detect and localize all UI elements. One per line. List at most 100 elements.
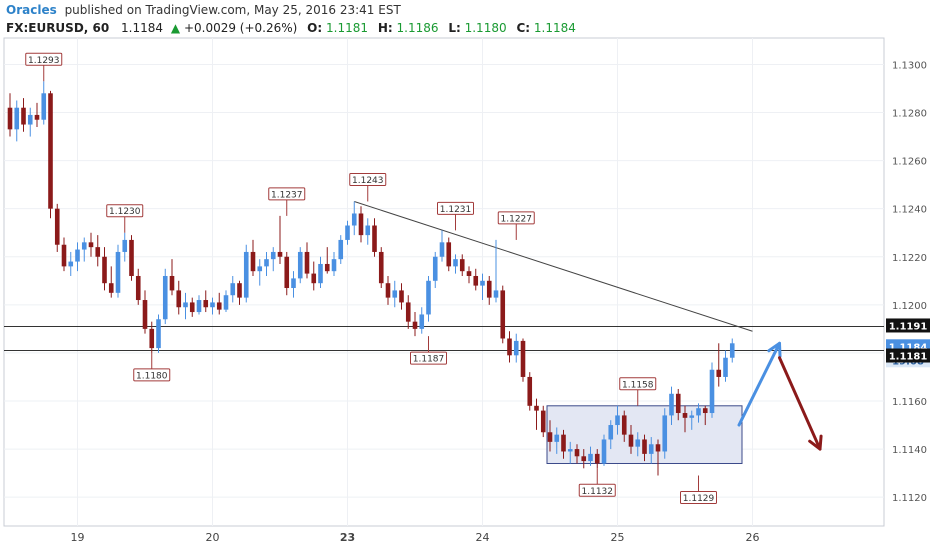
candle-body [75, 249, 80, 262]
candle [439, 230, 445, 262]
candle-body [102, 256, 107, 284]
candle-body [378, 251, 384, 284]
candle-body [243, 251, 249, 298]
candle [88, 232, 94, 257]
candle [412, 312, 418, 337]
price-label-text: 1.1158 [622, 380, 654, 390]
candle-body [608, 425, 614, 440]
candle [662, 408, 668, 459]
candle [689, 410, 695, 430]
candle [324, 247, 330, 274]
projection-up-arrow [737, 341, 782, 427]
price-label-box [25, 52, 63, 66]
candle-body [412, 321, 418, 329]
candle [446, 237, 452, 272]
candle [635, 432, 641, 457]
candle [156, 314, 161, 353]
candle [594, 449, 600, 469]
candle [702, 405, 708, 426]
candle [473, 268, 479, 291]
candle [34, 102, 40, 127]
candle-body [527, 376, 533, 406]
candle-body [149, 328, 155, 349]
candle [507, 331, 512, 363]
y-tick-label: 1.1280 [892, 109, 927, 120]
candle-body [696, 408, 701, 416]
candle [189, 297, 195, 317]
candle [648, 437, 654, 464]
price-label-text: 1.1227 [501, 214, 533, 224]
candle [162, 268, 168, 325]
candle [486, 275, 492, 305]
candle-body [466, 271, 472, 276]
candle [365, 218, 371, 245]
x-tick-label: 19 [71, 531, 85, 544]
arrow-shaft [778, 356, 822, 451]
price-label: 1.1230 [106, 204, 144, 233]
candle-body [702, 408, 708, 414]
price-label-box [437, 201, 474, 215]
candle-body [486, 280, 492, 298]
candle [149, 321, 155, 353]
last-price: 1.1184 [121, 21, 163, 35]
candle [291, 271, 296, 298]
price-label-text: 1.1180 [136, 371, 168, 381]
chart-grid [3, 37, 885, 527]
candle [399, 283, 404, 310]
candle [729, 338, 735, 363]
candle-body [203, 300, 209, 308]
chart-header: Oracles published on TradingView.com, Ma… [6, 3, 576, 35]
price-annotations: 1.1293 1.1180 1.1230 1.1237 1.1243 1.1187 1.12… [25, 52, 717, 505]
price-label: 1.1293 [25, 52, 63, 82]
price-label: 1.1243 [349, 172, 387, 202]
candle [27, 107, 33, 137]
projection-down-arrow [778, 356, 823, 451]
candle-body [588, 453, 593, 462]
candle-body [358, 213, 364, 236]
candle [426, 275, 431, 322]
candle [7, 93, 13, 137]
candle-body [540, 410, 546, 433]
candle [270, 247, 276, 272]
candle-body [81, 242, 87, 250]
candle-body [176, 290, 182, 308]
price-label-text: 1.1237 [271, 190, 303, 200]
level-low-badge-text: 1.1181 [889, 352, 928, 363]
candle [216, 292, 222, 315]
candle-body [122, 239, 128, 252]
candle [655, 439, 661, 476]
candle-body [615, 415, 620, 426]
candle-body [675, 393, 681, 414]
candle [432, 251, 438, 289]
candle [48, 90, 53, 219]
price-label: 1.1129 [680, 475, 717, 505]
candle [459, 254, 465, 276]
candle-body [345, 225, 350, 240]
candle-body [520, 340, 526, 377]
candle-body [331, 259, 337, 272]
candle-body [68, 261, 74, 267]
candle [378, 247, 384, 289]
change-up-icon: ▲ [171, 21, 181, 35]
candle [203, 290, 209, 313]
candle-body [216, 302, 222, 310]
candle [615, 405, 620, 435]
candle [574, 444, 580, 464]
candle [169, 259, 175, 296]
candle-body [338, 239, 344, 260]
candle [696, 403, 701, 423]
candle-body [648, 444, 654, 454]
candle-body [162, 275, 168, 320]
candle-body [507, 338, 512, 356]
candle [115, 244, 121, 298]
candle [304, 242, 310, 279]
candle [14, 100, 20, 142]
candle-series [7, 81, 735, 476]
candle-body [554, 434, 560, 442]
candle [642, 434, 647, 462]
candle-body [156, 319, 161, 349]
candle [142, 290, 148, 334]
candle-body [115, 251, 121, 293]
author-name[interactable]: Oracles [6, 3, 57, 17]
